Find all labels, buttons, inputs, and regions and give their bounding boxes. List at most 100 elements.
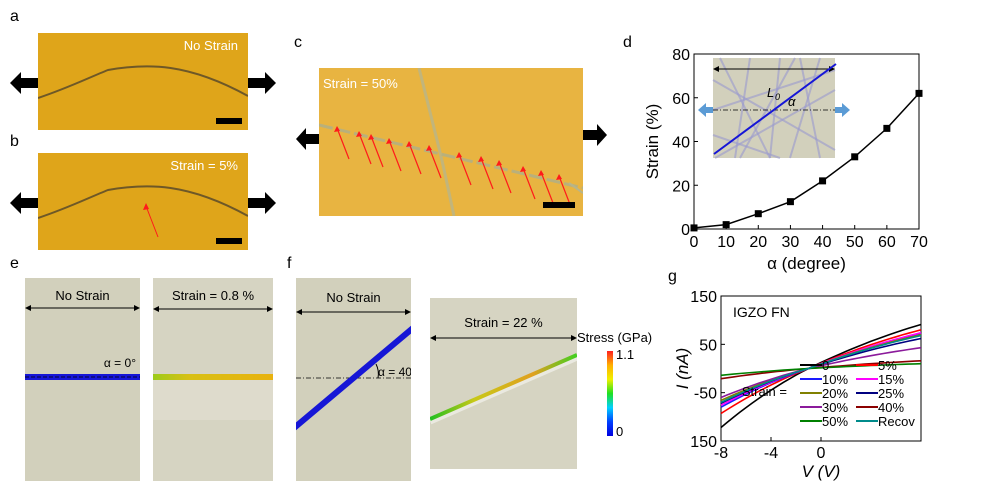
angle-label-f: α = 40° (378, 365, 411, 379)
data-point (851, 153, 859, 161)
y-tick-label: 50 (699, 337, 717, 354)
scale-bar (216, 238, 242, 244)
strain-crack-arrow (540, 171, 554, 204)
caption-e-right: Strain = 0.8 % (171, 288, 255, 303)
legend-label: 30% (822, 400, 848, 415)
inset-right-arrow-icon (835, 103, 850, 117)
right-pull-arrow-icon (583, 124, 607, 146)
x-tick-label: 30 (782, 234, 800, 251)
simulation-f-unstrained: No Strain α = 40° (296, 278, 411, 481)
x-tick-label: 70 (910, 234, 928, 251)
inset-background-fiber (799, 57, 821, 159)
strain-crack-arrowhead (334, 126, 340, 132)
panel-label-b: b (10, 133, 19, 150)
x-tick-label: 50 (846, 234, 864, 251)
legend-label: 5% (878, 358, 897, 373)
panel-label-c: c (294, 34, 302, 51)
inset-background-fiber (714, 89, 836, 159)
y-axis-label: I (nA) (673, 348, 692, 390)
strain-crack-arrowhead (538, 170, 544, 176)
left-pull-arrow-icon (296, 128, 320, 150)
chart-g-legend: Strain = 0 5% 10% 15% 20% 25% 30% 40% 50% Recov (742, 358, 916, 429)
right-pull-arrow-icon (248, 72, 276, 94)
legend-title: Strain = (742, 384, 787, 399)
strain-crack-arrow (370, 135, 384, 168)
panel-label-g: g (668, 268, 677, 285)
strain-crack-arrow (428, 146, 442, 179)
angle-label-e: α = 0° (103, 356, 136, 370)
inset-background-fiber (712, 134, 781, 159)
x-tick-label: 40 (814, 234, 832, 251)
y-tick-label: 40 (672, 135, 690, 152)
strain-crack-arrowhead (406, 141, 412, 147)
angled-fiber-f (296, 309, 411, 431)
nanofiber-a (38, 65, 248, 99)
inset-background-fiber (719, 57, 771, 159)
length-arrow (25, 305, 140, 380)
inset-background-fiber (734, 57, 751, 159)
colorbar-min-label: 0 (616, 424, 624, 439)
inset-background-fiber (789, 57, 821, 159)
data-point (786, 198, 794, 206)
panel-label-f: f (287, 255, 292, 272)
strain-crack-arrow (498, 161, 512, 194)
panel-label-e: e (10, 255, 19, 272)
inset-nanofiber (713, 63, 837, 155)
y-tick-label: 150 (690, 289, 717, 306)
fragmented-fiber-c (319, 68, 583, 216)
strain-crack-arrow (522, 167, 536, 200)
colorbar-max-label: 1.1 (616, 347, 635, 362)
x-tick-label: -8 (714, 445, 728, 462)
x-axis-label: α (degree) (767, 254, 846, 273)
x-tick-label: 60 (878, 234, 896, 251)
y-axis-label: Strain (%) (643, 104, 662, 180)
simulation-f-strained: Strain = 22 % (430, 298, 577, 469)
caption-c: Strain = 50% (323, 76, 398, 91)
y-tick-label: -50 (694, 386, 717, 403)
data-point (915, 89, 923, 97)
legend-label: 40% (878, 400, 904, 415)
caption-b: Strain = 5% (170, 158, 238, 173)
y-tick-label: 60 (672, 91, 690, 108)
caption-f-left: No Strain (326, 290, 381, 305)
strain-crack-arrow (336, 127, 350, 160)
stress-fiber-f (430, 335, 577, 425)
nanofiber-unstrained (296, 325, 411, 431)
strain-crack-arrowhead (368, 134, 374, 140)
legend-label: 15% (878, 372, 904, 387)
y-tick-label: 20 (672, 178, 690, 195)
strain-crack-arrow (388, 139, 402, 172)
x-tick-label: 20 (749, 234, 767, 251)
legend-label: 0 (822, 358, 829, 373)
strain-crack-arrowhead (520, 166, 526, 172)
stress-colorbar (607, 351, 613, 436)
legend-label: 25% (878, 386, 904, 401)
x-tick-label: -4 (764, 445, 778, 462)
y-tick-label: 80 (672, 47, 690, 64)
nanofiber-b (38, 185, 248, 238)
x-tick-label: 10 (717, 234, 735, 251)
strain-crack-arrowhead (456, 152, 462, 158)
panel-label-a: a (10, 8, 19, 25)
data-line (693, 92, 920, 229)
inset-arrowhead (713, 66, 719, 72)
strain-crack-arrowhead (426, 145, 432, 151)
data-point (819, 177, 827, 185)
inset-background-fiber (712, 79, 836, 151)
legend-label: Recov (878, 414, 915, 429)
chart-title: IGZO FN (733, 304, 790, 320)
legend-label: 20% (822, 386, 848, 401)
inset-length-label: L (767, 85, 774, 100)
caption-f-right: Strain = 22 % (464, 315, 543, 330)
inset-length-subscript: 0 (775, 92, 780, 102)
legend-label: 50% (822, 414, 848, 429)
stress-fiber-e (153, 306, 273, 420)
strain-crack-arrow (458, 153, 472, 186)
scale-bar (216, 118, 242, 124)
strain-crack-arrowhead (356, 131, 362, 137)
micrograph-a: No Strain (38, 33, 248, 130)
x-tick-label: 0 (817, 445, 826, 462)
strain-crack-arrowhead (478, 156, 484, 162)
